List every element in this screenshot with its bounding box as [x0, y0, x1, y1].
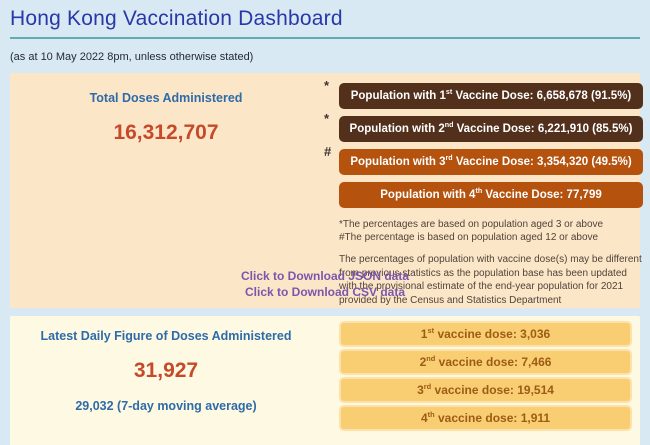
bar-text: Population with 2: [349, 123, 445, 135]
bar-text: 3: [417, 383, 424, 397]
bar-text: Population with 3: [350, 156, 446, 168]
dose-bar-row-2: * Population with 2nd Vaccine Dose: 6,22…: [322, 111, 643, 149]
bar-text: vaccine dose: 7,466: [435, 355, 552, 369]
daily-4th-dose-bar: 4th vaccine dose: 1,911: [339, 405, 632, 431]
bar-text: vaccine dose: 19,514: [431, 383, 554, 397]
footnote-aged-12: #The percentage is based on population a…: [339, 232, 599, 243]
population-1st-dose-bar: Population with 1st Vaccine Dose: 6,658,…: [339, 83, 643, 109]
total-doses-panel: Total Doses Administered 16,312,707 * Po…: [10, 73, 643, 308]
ordinal-superscript: nd: [444, 121, 454, 130]
daily-moving-average: 29,032 (7-day moving average): [75, 399, 257, 413]
bar-text: Vaccine Dose: 6,221,910 (85.5%): [453, 123, 633, 135]
ordinal-superscript: st: [427, 326, 435, 335]
title-divider: [10, 37, 640, 39]
daily-value: 31,927: [133, 359, 199, 382]
total-doses-summary: Total Doses Administered 16,312,707: [10, 83, 322, 307]
dose-bar-row-4: Population with 4th Vaccine Dose: 77,799: [322, 182, 643, 215]
ordinal-superscript: st: [445, 88, 453, 97]
footnote-marker-asterisk: *: [324, 78, 330, 93]
bar-text: Vaccine Dose: 6,658,678 (91.5%): [452, 90, 632, 102]
bar-text: Vaccine Dose: 3,354,320 (49.5%): [452, 156, 632, 168]
daily-summary: Latest Daily Figure of Doses Administere…: [10, 321, 322, 433]
bar-text: Population with 4: [380, 189, 476, 201]
daily-1st-dose-bar: 1st vaccine dose: 3,036: [339, 321, 632, 347]
bar-text: vaccine dose: 3,036: [434, 327, 551, 341]
footnote-aged-3: *The percentages are based on population…: [339, 219, 604, 230]
ordinal-superscript: rd: [445, 154, 453, 163]
daily-label: Latest Daily Figure of Doses Administere…: [40, 329, 292, 343]
population-2nd-dose-bar: Population with 2nd Vaccine Dose: 6,221,…: [339, 116, 643, 142]
download-csv-link[interactable]: Click to Download CSV data: [244, 285, 406, 299]
bar-text: 1: [420, 327, 428, 341]
daily-2nd-dose-bar: 2nd vaccine dose: 7,466: [339, 349, 632, 375]
ordinal-superscript: th: [475, 187, 483, 196]
footnote-marker-hash: #: [324, 144, 332, 159]
ordinal-superscript: rd: [423, 382, 432, 391]
bar-text: 4: [420, 411, 428, 425]
bar-text: Vaccine Dose: 77,799: [482, 189, 602, 201]
population-base-note: The percentages of population with vacci…: [339, 254, 642, 306]
daily-dose-bars: 1st vaccine dose: 3,036 2nd vaccine dose…: [322, 321, 632, 433]
population-dose-bars: * Population with 1st Vaccine Dose: 6,65…: [322, 78, 643, 307]
bar-text: vaccine dose: 1,911: [434, 411, 551, 425]
footnote-marker-asterisk: *: [324, 111, 330, 126]
population-3rd-dose-bar: Population with 3rd Vaccine Dose: 3,354,…: [339, 149, 643, 175]
download-links: Click to Download JSON data Click to Dow…: [10, 268, 640, 300]
daily-3rd-dose-bar: 3rd vaccine dose: 19,514: [339, 377, 632, 403]
footnotes: *The percentages are based on population…: [339, 218, 643, 244]
dose-bar-row-1: * Population with 1st Vaccine Dose: 6,65…: [322, 78, 643, 116]
page-header: Hong Kong Vaccination Dashboard: [0, 0, 650, 39]
download-json-link[interactable]: Click to Download JSON data: [240, 269, 410, 283]
bar-text: 2: [419, 355, 427, 369]
dose-bar-row-3: # Population with 3rd Vaccine Dose: 3,35…: [322, 144, 643, 182]
bar-text: Population with 1: [350, 90, 446, 102]
ordinal-superscript: nd: [426, 354, 436, 363]
daily-figures-panel: Latest Daily Figure of Doses Administere…: [10, 316, 640, 445]
total-doses-label: Total Doses Administered: [89, 91, 243, 105]
ordinal-superscript: th: [427, 410, 435, 419]
page-title: Hong Kong Vaccination Dashboard: [10, 7, 343, 30]
total-doses-value: 16,312,707: [113, 121, 219, 144]
population-4th-dose-bar: Population with 4th Vaccine Dose: 77,799: [339, 182, 643, 208]
as-at-subtitle: (as at 10 May 2022 8pm, unless otherwise…: [10, 51, 254, 63]
